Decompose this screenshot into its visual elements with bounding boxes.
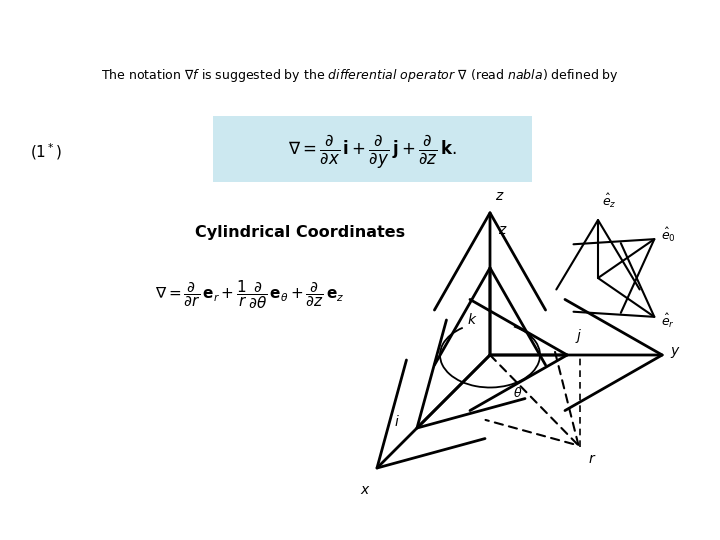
Text: $\nabla = \dfrac{\partial}{\partial r}\,\mathbf{e}_r + \dfrac{1}{r}\dfrac{\parti: $\nabla = \dfrac{\partial}{\partial r}\,… bbox=[155, 279, 345, 312]
Text: $\nabla = \dfrac{\partial}{\partial x}\,\mathbf{i} + \dfrac{\partial}{\partial y: $\nabla = \dfrac{\partial}{\partial x}\,… bbox=[287, 133, 456, 171]
Text: $\hat{e}_z$: $\hat{e}_z$ bbox=[602, 192, 616, 210]
FancyBboxPatch shape bbox=[213, 116, 532, 182]
Text: $k$: $k$ bbox=[467, 313, 477, 327]
Text: $r$: $r$ bbox=[588, 452, 596, 466]
Text: $z$: $z$ bbox=[495, 189, 505, 203]
Text: $x$: $x$ bbox=[360, 483, 370, 497]
Text: $\theta$: $\theta$ bbox=[513, 386, 523, 400]
Text: $y$: $y$ bbox=[670, 345, 680, 360]
Text: Cylindrical Coordinates: Cylindrical Coordinates bbox=[195, 225, 405, 240]
Text: $\hat{e}_r$: $\hat{e}_r$ bbox=[661, 312, 675, 330]
Text: $z$: $z$ bbox=[498, 223, 508, 237]
Text: $i$: $i$ bbox=[394, 415, 400, 429]
Text: $j$: $j$ bbox=[575, 327, 582, 345]
Text: The notation $\nabla f$ is suggested by the $\mathit{differential\ operator}\ \n: The notation $\nabla f$ is suggested by … bbox=[101, 66, 619, 84]
Text: $\hat{e}_0$: $\hat{e}_0$ bbox=[661, 226, 676, 244]
Text: $(1^*)$: $(1^*)$ bbox=[30, 141, 63, 163]
